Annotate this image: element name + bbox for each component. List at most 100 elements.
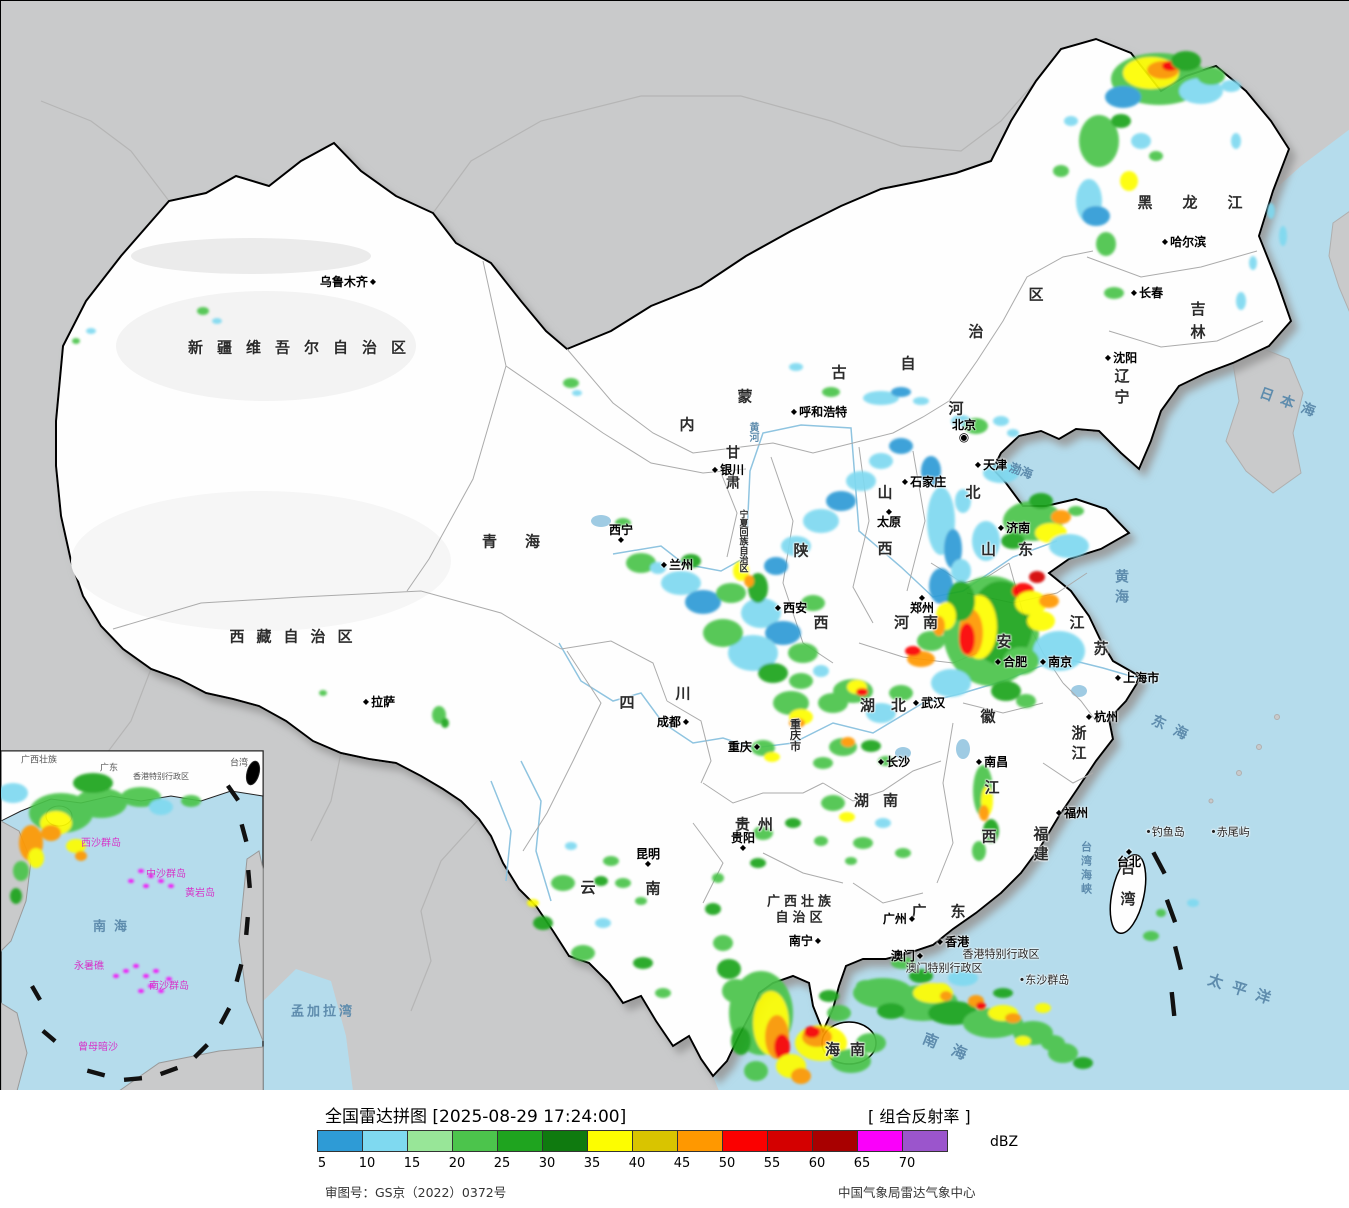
dbz-tick-15: 15 xyxy=(403,1156,421,1171)
radar-echo xyxy=(615,518,631,528)
radar-echo xyxy=(741,598,781,628)
radar-echo xyxy=(527,899,539,907)
radar-echo xyxy=(1051,510,1071,524)
radar-echo xyxy=(731,1027,751,1055)
radar-echo xyxy=(138,869,144,873)
dbz-cell-60 xyxy=(812,1130,858,1152)
radar-echo xyxy=(168,884,174,888)
radar-echo xyxy=(441,718,449,728)
dash-segment xyxy=(30,984,42,1002)
radar-echo xyxy=(571,945,595,961)
dbz-cell-10 xyxy=(362,1130,408,1152)
dash-segment xyxy=(123,1076,143,1082)
radar-echo xyxy=(913,397,929,405)
dash-segment xyxy=(193,1043,209,1059)
dash-segment xyxy=(246,869,252,889)
radar-echo xyxy=(813,665,829,677)
radar-echo xyxy=(1016,694,1036,708)
radar-echo xyxy=(1079,115,1119,167)
radar-echo xyxy=(1005,1013,1021,1023)
china-radar-map: 新疆维吾尔自治区 西藏自治区 青海 甘肃内蒙古自治区黑龙江 吉林 辽宁河北山西山东 河南江苏… xyxy=(0,0,1349,1091)
radar-echo xyxy=(572,390,582,396)
radar-echo xyxy=(993,416,1009,426)
radar-echo xyxy=(212,318,222,324)
radar-echo xyxy=(744,575,754,587)
dbz-tick-65: 65 xyxy=(853,1156,871,1171)
radar-echo xyxy=(1035,1003,1051,1013)
japan-coast xyxy=(1328,211,1349,312)
radar-echo xyxy=(1073,1057,1093,1069)
radar-echo xyxy=(685,590,721,614)
dbz-tick-5: 5 xyxy=(317,1156,327,1171)
radar-echo xyxy=(148,984,154,988)
radar-echo xyxy=(1029,493,1053,509)
radar-echo xyxy=(856,688,868,696)
radar-echo xyxy=(814,836,828,846)
dash-segment xyxy=(1169,991,1177,1017)
radar-echo xyxy=(841,737,855,747)
radar-echo xyxy=(750,858,766,868)
radar-echo xyxy=(28,848,44,868)
radar-echo xyxy=(75,851,87,861)
radar-echo xyxy=(917,631,945,651)
radar-echo xyxy=(972,841,986,861)
radar-echo xyxy=(650,562,666,574)
dbz-unit-label: dBZ xyxy=(990,1134,1019,1150)
dash-segment xyxy=(239,823,249,843)
radar-echo xyxy=(603,856,619,866)
radar-echo xyxy=(959,623,975,655)
radar-echo xyxy=(1143,931,1159,941)
radar-echo xyxy=(133,964,139,968)
map-title: 全国雷达拼图 [2025-08-29 17:24:00] xyxy=(325,1107,627,1127)
radar-echo xyxy=(819,990,839,1002)
radar-echo xyxy=(753,826,773,840)
radar-echo xyxy=(948,970,978,986)
dash-segment xyxy=(1164,898,1178,924)
radar-echo xyxy=(1048,1043,1078,1063)
radar-echo xyxy=(1111,114,1131,128)
radar-echo xyxy=(143,974,149,978)
radar-echo xyxy=(1007,429,1019,437)
radar-echo xyxy=(765,621,801,645)
radar-echo xyxy=(866,703,896,723)
lakes xyxy=(591,515,1087,759)
radar-echo xyxy=(1120,171,1138,191)
radar-echo xyxy=(856,980,876,992)
radar-echo xyxy=(993,988,1013,998)
radar-echo xyxy=(635,897,647,905)
dash-segment xyxy=(159,1065,179,1077)
radar-echo xyxy=(1064,116,1078,126)
radar-echo xyxy=(158,989,164,993)
radar-echo xyxy=(933,616,945,636)
dbz-tick-10: 10 xyxy=(358,1156,376,1171)
radar-echo xyxy=(931,669,971,697)
korea-peninsula xyxy=(1225,345,1304,494)
radar-echo xyxy=(889,438,913,454)
radar-echo xyxy=(143,884,149,888)
radar-echo xyxy=(789,673,813,689)
radar-echo xyxy=(804,1026,820,1038)
product-label: [ 组合反射率 ] xyxy=(868,1107,971,1126)
radar-echo xyxy=(789,363,803,371)
dbz-cell-30 xyxy=(542,1130,588,1152)
radar-echo xyxy=(197,307,209,315)
radar-echo xyxy=(921,456,941,486)
radar-echo xyxy=(626,553,656,573)
radar-echo xyxy=(1027,611,1055,631)
dbz-tick-30: 30 xyxy=(538,1156,556,1171)
radar-echo xyxy=(955,489,971,513)
radar-echo xyxy=(1104,287,1124,299)
radar-echo xyxy=(713,935,733,951)
terrain-shading xyxy=(71,238,451,631)
radar-echo xyxy=(744,1061,768,1081)
radar-echo xyxy=(979,805,989,821)
radar-echo xyxy=(661,571,701,595)
radar-echo xyxy=(751,740,775,756)
radar-echo xyxy=(789,718,805,728)
dbz-tick-25: 25 xyxy=(493,1156,511,1171)
radar-echo xyxy=(791,1068,811,1084)
dbz-tick-50: 50 xyxy=(718,1156,736,1171)
radar-echo xyxy=(964,418,988,434)
dbz-cell-45 xyxy=(677,1130,723,1152)
dash-segment xyxy=(244,916,250,936)
